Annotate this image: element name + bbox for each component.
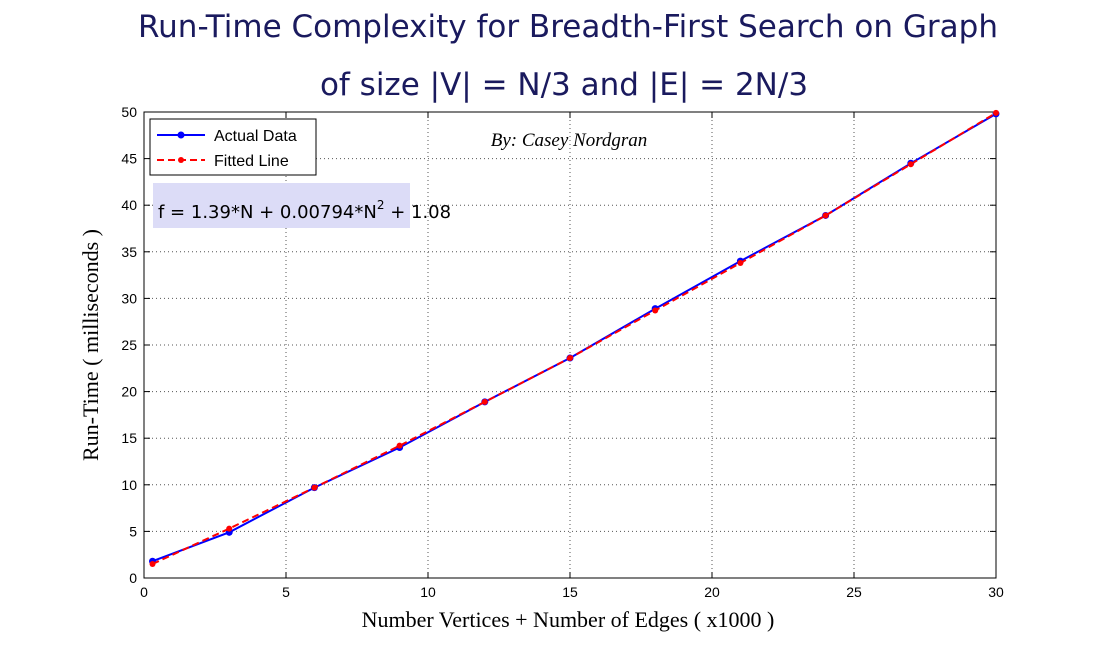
y-tick-label: 40 xyxy=(121,197,137,213)
data-point-fitted-line xyxy=(149,561,156,568)
formula-background xyxy=(153,183,410,228)
y-tick-label: 5 xyxy=(129,523,137,539)
data-point-fitted-line xyxy=(822,212,829,219)
x-tick-label: 10 xyxy=(420,584,436,600)
y-tick-label: 35 xyxy=(121,244,137,260)
data-series xyxy=(149,109,1000,568)
data-point-fitted-line xyxy=(311,484,318,491)
chart-title-line2: of size |V| = N/3 and |E| = 2N/3 xyxy=(320,67,808,103)
formula-suffix: + 1.08 xyxy=(384,202,451,223)
data-point-fitted-line xyxy=(993,109,999,116)
legend-fitted-label: Fitted Line xyxy=(214,153,289,170)
legend: Actual Data Fitted Line xyxy=(149,118,317,176)
legend-actual-label: Actual Data xyxy=(214,128,297,145)
legend-fitted-marker xyxy=(178,157,184,163)
data-point-fitted-line xyxy=(226,525,233,532)
y-axis-label: Run-Time ( milliseconds ) xyxy=(78,229,103,461)
y-tick-label: 20 xyxy=(121,384,137,400)
y-tick-label: 30 xyxy=(121,290,137,306)
data-point-fitted-line xyxy=(481,398,488,405)
y-tick-label: 10 xyxy=(121,477,137,493)
data-point-fitted-line xyxy=(567,355,573,362)
x-axis-label: Number Vertices + Number of Edges ( x100… xyxy=(362,607,775,632)
data-point-fitted-line xyxy=(737,259,744,266)
series-line-fitted-line xyxy=(152,112,997,565)
x-tick-label: 30 xyxy=(988,584,1004,600)
x-tick-label: 25 xyxy=(846,584,862,600)
data-point-fitted-line xyxy=(907,161,914,168)
formula-prefix: f = 1.39*N + 0.00794*N xyxy=(158,202,377,223)
y-tick-label: 0 xyxy=(129,570,137,586)
y-tick-label: 50 xyxy=(121,104,137,120)
y-tick-label: 45 xyxy=(121,151,137,167)
axis-ticks: 0 5 10 15 20 25 30 0 5 10 15 20 25 30 35 40 45 50 xyxy=(121,104,1004,600)
data-point-fitted-line xyxy=(396,442,403,449)
x-tick-label: 0 xyxy=(140,584,148,600)
x-tick-label: 20 xyxy=(704,584,720,600)
formula-text: f = 1.39*N + 0.00794*N2 + 1.08 xyxy=(158,198,451,223)
y-tick-label: 15 xyxy=(121,430,137,446)
x-tick-label: 15 xyxy=(562,584,578,600)
data-point-fitted-line xyxy=(652,307,659,314)
y-tick-label: 25 xyxy=(121,337,137,353)
formula-box: f = 1.39*N + 0.00794*N2 + 1.08 xyxy=(153,183,451,228)
formula-superscript: 2 xyxy=(377,198,385,212)
legend-box xyxy=(149,118,317,176)
grid-lines xyxy=(144,112,996,578)
x-tick-label: 5 xyxy=(282,584,290,600)
chart-title-line1: Run-Time Complexity for Breadth-First Se… xyxy=(138,9,998,45)
author-annotation: By: Casey Nordgran xyxy=(491,130,648,151)
legend-actual-marker xyxy=(177,131,185,139)
series-line-actual-data xyxy=(152,113,997,563)
